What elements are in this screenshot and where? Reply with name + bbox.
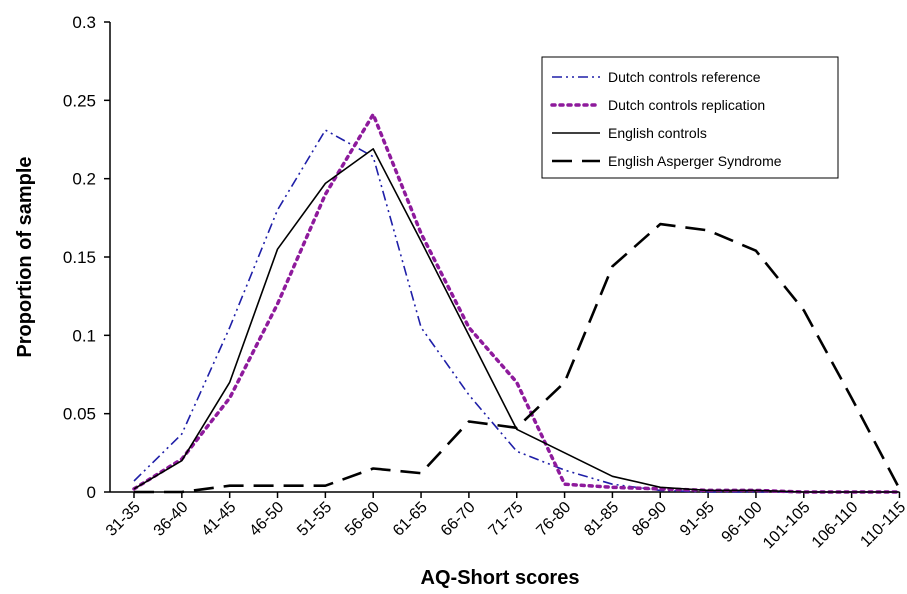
legend-label-1: Dutch controls reference — [608, 69, 761, 85]
series-lines — [132, 112, 902, 494]
x-tick-label: 36-40 — [151, 499, 192, 540]
x-tick-label: 106-110 — [809, 499, 862, 552]
y-tick-label: 0.15 — [63, 248, 96, 267]
series-line-3 — [133, 148, 900, 493]
x-tick-label: 76-80 — [533, 499, 574, 540]
x-tick-label: 46-50 — [246, 499, 287, 540]
y-ticks: 0 0.05 0.1 0.15 0.2 0.25 0.3 — [63, 13, 110, 502]
y-tick-label: 0.1 — [72, 326, 96, 345]
x-tick-label: 71-75 — [486, 499, 527, 540]
x-tick-label: 101-105 — [760, 499, 814, 553]
x-tick-label: 66-70 — [438, 499, 479, 540]
x-ticks: 31-35 36-40 41-45 46-50 51-55 56-60 61-65 66-70… — [103, 492, 907, 552]
legend-label-3: English controls — [608, 125, 707, 141]
x-tick-label: 51-55 — [294, 499, 335, 540]
y-tick-label: 0.25 — [63, 91, 96, 110]
x-tick-label: 61-65 — [390, 499, 431, 540]
legend-items: Dutch controls reference Dutch controls r… — [550, 69, 782, 169]
y-tick-label: 0.05 — [63, 405, 96, 424]
legend: Dutch controls reference Dutch controls r… — [541, 56, 839, 179]
x-tick-label: 96-100 — [719, 499, 766, 546]
series-line-1 — [133, 129, 900, 493]
y-tick-label: 0.3 — [72, 13, 96, 32]
x-tick-label: 81-85 — [581, 499, 622, 540]
y-tick-label: 0.2 — [72, 170, 96, 189]
x-tick-label: 41-45 — [199, 499, 240, 540]
y-tick-label: 0 — [87, 483, 96, 502]
legend-label-2: Dutch controls replication — [608, 97, 765, 113]
x-tick-label: 91-95 — [677, 499, 718, 540]
x-tick-label: 110-115 — [857, 499, 907, 551]
series-line-4 — [134, 222, 901, 494]
x-tick-label: 31-35 — [103, 499, 144, 540]
x-tick-label: 86-90 — [629, 499, 670, 540]
x-tick-label: 56-60 — [342, 499, 383, 540]
legend-box — [541, 56, 839, 179]
legend-label-4: English Asperger Syndrome — [608, 153, 782, 169]
y-axis-title: Proportion of sample — [14, 156, 36, 357]
x-axis-title: AQ-Short scores — [421, 567, 580, 589]
